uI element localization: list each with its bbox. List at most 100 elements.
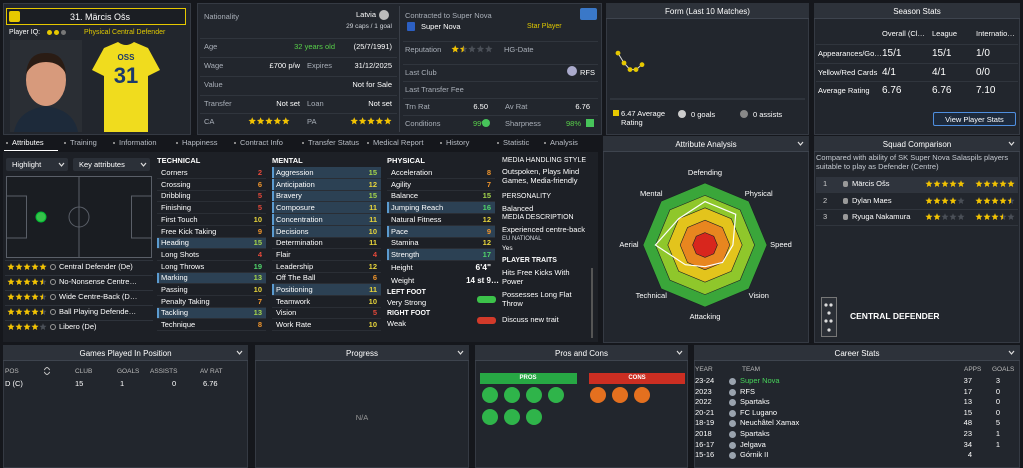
star-rating	[7, 278, 47, 285]
row-line	[272, 306, 381, 308]
note: (25/7/1991)	[353, 42, 392, 51]
column-header: League	[932, 29, 958, 38]
chevron-icon	[797, 141, 804, 146]
con-icon	[634, 387, 650, 403]
panel-title: Squad Comparison	[882, 140, 952, 149]
pro-icon	[482, 387, 498, 403]
star	[933, 196, 941, 204]
attribute-name: Corners	[161, 168, 188, 177]
tab[interactable]: Contract Info	[240, 138, 283, 147]
label: HG-Date	[504, 45, 534, 54]
attribute-value: 15	[368, 191, 377, 201]
team: Jelgava	[740, 439, 766, 449]
row-line	[272, 295, 381, 296]
goals: 1	[995, 429, 1000, 438]
form-chart	[610, 50, 805, 100]
row-line	[272, 259, 381, 261]
star	[23, 263, 31, 270]
star-rating	[975, 213, 1015, 220]
key-highlight	[272, 202, 381, 214]
player-shirt	[92, 42, 160, 132]
panel-title: Season Stats	[893, 7, 941, 16]
row-line	[200, 76, 397, 77]
star-rating	[925, 196, 965, 204]
attribute-name: Work Rate	[276, 320, 312, 330]
tab[interactable]: Analysis	[550, 138, 578, 147]
attribute-name: Heading	[161, 238, 189, 248]
rank: 3	[823, 212, 828, 221]
row-line	[157, 248, 266, 250]
tab[interactable]: Transfer Status	[308, 138, 359, 147]
position-name: Libero (De)	[59, 322, 97, 331]
tab[interactable]: Happiness	[182, 138, 218, 147]
panel-header	[603, 136, 809, 152]
pro-icon	[526, 387, 542, 403]
attribute-name: Composure	[276, 203, 315, 213]
team-badge	[729, 399, 736, 407]
label: CA	[204, 117, 215, 126]
attribute-value: 15	[253, 238, 262, 248]
row-line	[403, 64, 598, 65]
year: 15-16	[695, 450, 715, 460]
star	[31, 293, 39, 300]
iq-label: Player IQ:	[9, 29, 41, 36]
attribute-name: Teamwork	[276, 296, 311, 306]
column-header: YEAR	[695, 366, 713, 373]
eu-national: Yes	[502, 245, 513, 252]
sharpness-icon	[586, 119, 594, 127]
row-label: Yellow/Red Cards	[818, 67, 878, 77]
row-line	[200, 113, 397, 114]
row-line	[157, 306, 266, 308]
attribute-name: Concentration	[276, 214, 323, 224]
label: Nationality	[204, 12, 240, 21]
label: Expires	[307, 61, 333, 70]
player-name: Ryuga Nakamura	[852, 212, 911, 221]
tab[interactable]: History	[446, 138, 470, 147]
attribute-value: 7	[257, 296, 262, 306]
traits-label: PLAYER TRAITS	[502, 257, 557, 264]
attribute-value: 11	[369, 214, 377, 224]
column-header: TEAM	[742, 366, 761, 373]
stat-value: 6.76	[932, 85, 952, 96]
attribute-value: 4	[257, 249, 262, 259]
star	[991, 196, 999, 204]
trait[interactable]: Discuss new trait	[502, 315, 559, 324]
star	[248, 117, 256, 125]
pro-icon	[548, 387, 564, 403]
row-line	[387, 236, 495, 238]
star-rating	[925, 180, 965, 187]
view-stats-button[interactable]: View Player Stats	[933, 112, 1016, 126]
attribute-name: Leadership	[276, 261, 314, 271]
apps: 4	[967, 450, 972, 460]
tab[interactable]: Training	[70, 138, 97, 147]
pros-box	[480, 373, 577, 384]
dropdown[interactable]	[73, 158, 150, 171]
attribute-value: 10	[253, 214, 262, 224]
key-highlight	[387, 202, 495, 214]
apps: 37	[963, 376, 972, 385]
attribute-name: Passing	[161, 285, 188, 294]
value: Very Strong	[387, 298, 427, 307]
star	[39, 293, 43, 300]
tab[interactable]: Medical Report	[373, 138, 424, 147]
tab-dot	[6, 142, 8, 144]
star	[384, 117, 392, 125]
attribute-name: Long Throws	[161, 261, 205, 271]
tab[interactable]: Information	[119, 138, 157, 147]
panel-header	[814, 136, 1020, 152]
row-line	[272, 189, 381, 191]
media-style: Outspoken, Plays Mind Games, Media-frien…	[502, 167, 580, 185]
radar-axis-label: Defending	[687, 168, 723, 177]
tab[interactable]: Statistic	[503, 138, 530, 147]
star-empty	[949, 213, 957, 220]
dropdown[interactable]	[6, 158, 68, 171]
attribute-name: Anticipation	[276, 179, 315, 189]
form-point	[633, 67, 639, 72]
board-dot	[824, 303, 828, 307]
contract: Contracted to Super Nova	[405, 11, 492, 20]
attribute-value: 6	[257, 179, 262, 189]
trait: Possesses Long Flat Throw	[502, 290, 572, 308]
tab[interactable]: Attributes	[12, 138, 44, 147]
star-fill	[975, 180, 1015, 187]
panel	[606, 3, 809, 135]
